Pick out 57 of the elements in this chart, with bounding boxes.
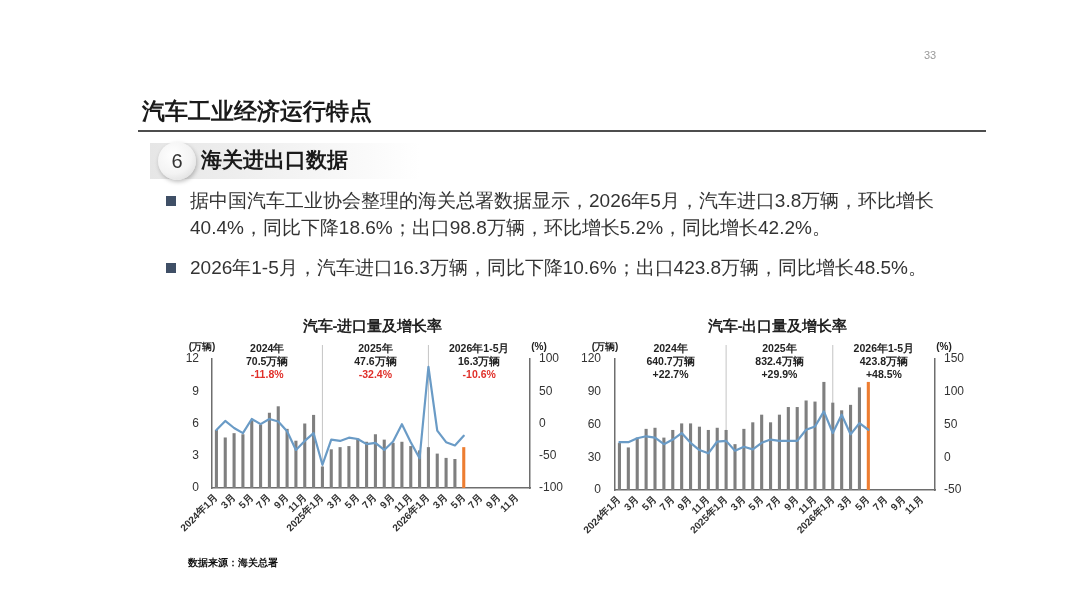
chart-title: 汽车-出口量及增长率 [706,317,848,335]
x-tick-label: 5月 [639,493,659,513]
y-tick-label: 0 [192,480,200,495]
x-tick-label: 7月 [657,493,677,513]
x-tick-label: 7月 [764,493,783,513]
y2-tick-label: 0 [944,449,951,464]
text: 33 [924,48,937,62]
y2-tick-label: 100 [539,351,560,366]
chart-title: 汽车-进口量及增长率 [301,317,443,335]
text: 据中国汽车工业协会整理的海关总署数据显示，2026年5月，汽车进口3.8万辆，环比增长40.4%，同比下降18.6%；出口98.8万辆，环比增长5.2%，同比增长42.2%。 [190,189,936,240]
y2-tick-label: 0 [539,415,546,430]
y-axis-title: (万辆) [188,340,216,352]
y2-tick-label: 50 [539,383,553,398]
text: 汽车工业经济运行特点 [142,97,372,125]
text: 海关进出口数据 [201,147,348,173]
y-tick-label: 9 [192,383,200,398]
y-tick-label: 30 [587,449,602,464]
y2-axis-title: (%) [531,340,547,352]
y-tick-label: 6 [192,415,200,430]
y-axis-title: (万辆) [591,340,619,352]
x-tick-label: 7月 [465,491,485,511]
x-tick-label: 3月 [324,491,344,511]
x-tick-label: 5月 [746,493,766,513]
y2-tick-label: -50 [539,448,557,463]
y2-tick-label: -100 [539,480,564,495]
text: 2026年1-5月，汽车进口16.3万辆，同比下降10.6%；出口423.8万辆，同比增长48.5%。 [190,256,928,280]
x-tick-label: 7月 [253,491,273,511]
y2-tick-label: -50 [944,482,962,497]
annotation: 2024年 640.7万辆 +22.7% [646,341,695,380]
source-note: 数据来源：海关总署 [187,556,278,568]
annotation: 2026年1-5月 16.3万辆 -10.6% [448,341,510,380]
x-tick-label: 3月 [430,491,450,511]
x-tick-label: 5月 [852,493,872,513]
x-tick-label: 5月 [342,491,362,511]
y-tick-label: 60 [587,416,602,431]
x-tick-label: 5月 [236,491,256,511]
y2-axis-title: (%) [936,340,952,352]
x-tick-label: 3月 [621,493,641,513]
x-tick-label: 3月 [835,493,854,513]
x-tick-label: 7月 [870,493,890,513]
y-tick-label: 90 [587,384,602,399]
y-tick-label: 12 [185,351,200,366]
y-tick-label: 3 [192,448,200,463]
y-tick-label: 0 [594,482,602,497]
circle-badge: 6 [158,142,196,180]
annotation: 2024年 70.5万辆 -11.8% [245,341,289,380]
x-tick-label: 3月 [218,491,238,511]
y2-tick-label: 100 [944,384,965,399]
y2-tick-label: 150 [944,351,965,366]
x-tick-label: 5月 [448,491,468,511]
x-tick-label: 3月 [728,493,748,513]
x-tick-label: 7月 [359,491,379,511]
annotation: 2025年 832.4万辆 +29.9% [755,341,804,380]
annotation: 2025年 47.6万辆 -32.4% [354,341,397,380]
y-tick-label: 120 [580,351,602,366]
y2-tick-label: 50 [944,416,958,431]
annotation: 2026年1-5月 423.8万辆 +48.5% [853,341,915,380]
